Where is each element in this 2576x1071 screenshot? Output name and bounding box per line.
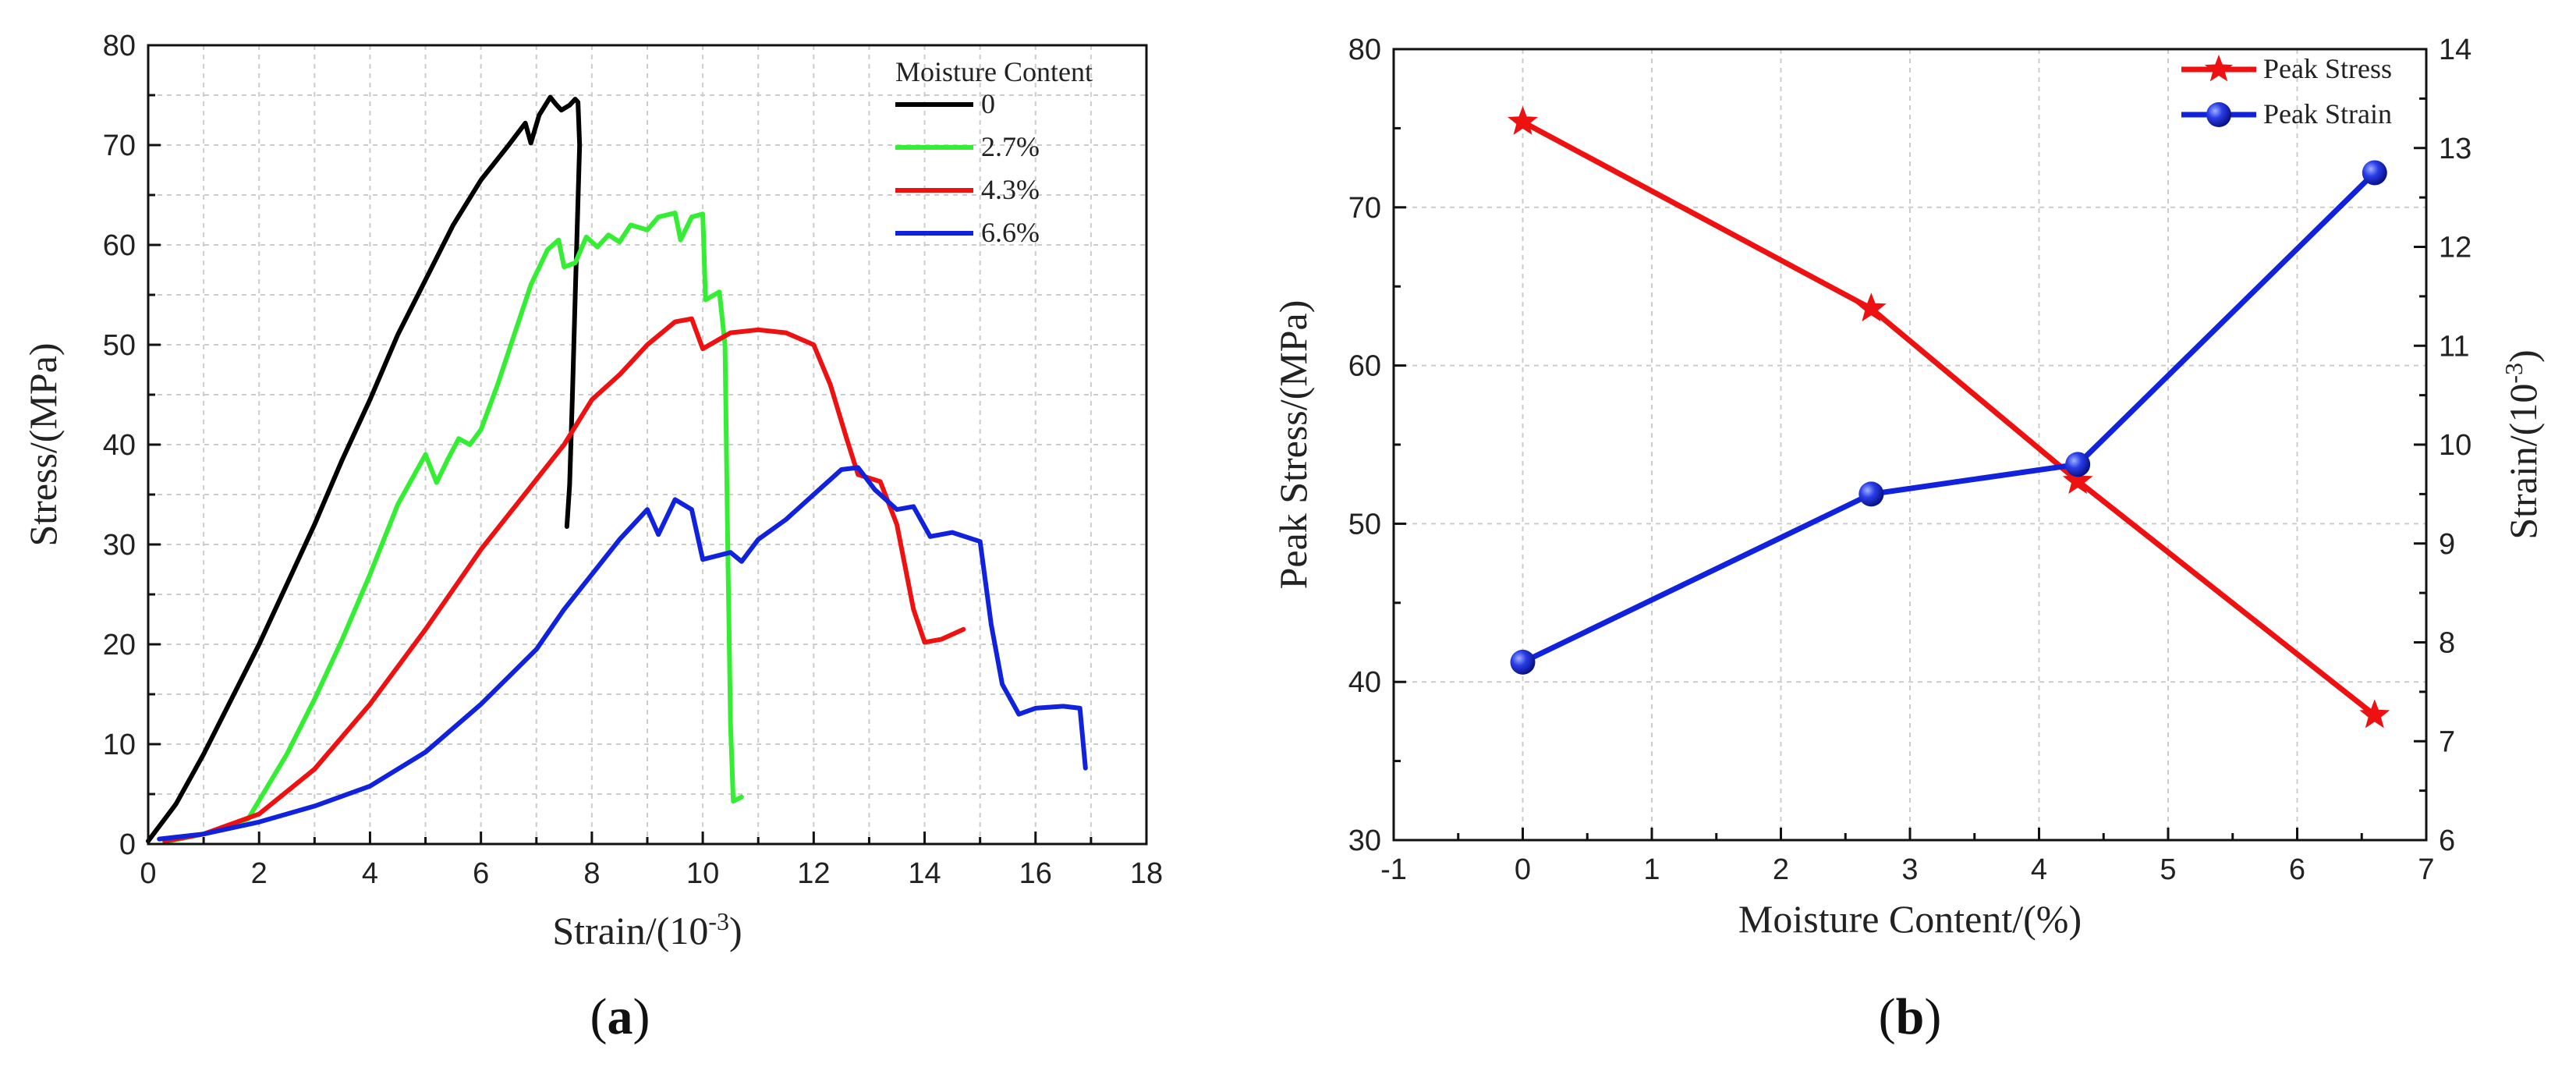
panel-b-peak-stress-point [1508,105,1538,135]
panel-a-y-tick-label: 70 [103,129,136,162]
panel-b-legend: Peak Stress Peak Strain [2181,53,2392,129]
panel-a-grid [148,45,1146,844]
panel-a-x-axis-title: Strain/(10-3) [552,907,742,952]
panel-b-x-tick-label: 0 [1515,853,1531,886]
panel-b-x-tick-label: 6 [2289,853,2305,886]
panel-a-y-tick-label: 40 [103,429,136,462]
panel-a-legend: Moisture Content 0 2.7% 4.3% 6.6% [895,56,1093,248]
panel-b-y2-tick-label: 13 [2439,133,2471,165]
panel-b-y2-tick-label: 9 [2439,528,2455,561]
panel-a-x-tick-label: 6 [473,857,489,890]
panel-b-peak-strain-point [2362,160,2387,186]
panel-a-y-tick-label: 60 [103,229,136,262]
panel-b-peak-stress-point [2062,465,2093,495]
panel-b-y2-tick-label: 11 [2439,330,2469,363]
panel-b-y-axis-title: Peak Stress/(MPa) [1271,300,1315,590]
panel-a-x-tick-label: 2 [251,857,268,890]
panel-b-legend-label: Peak Stress [2263,53,2392,84]
panel-b-x-tick-label: 5 [2160,853,2176,886]
panel-a-y-tick-label: 80 [103,30,136,62]
panel-b-series-line-peak-stress [1521,119,2376,718]
panel-b-y2-tick-label: 10 [2439,429,2471,462]
panel-b-x-axis-title: Moisture Content/(%) [1738,897,2082,941]
panel-b-x-tick-label: 4 [2031,853,2047,886]
panel-b-legend-sphere-marker [2206,102,2231,127]
panel-a-ticks: 0 2 4 6 8 10 12 14 16 18 0 10 20 30 40 50 60 70 80 [103,30,1163,890]
panel-a-series [146,94,1088,845]
panel-a-y-tick-label: 20 [103,629,136,661]
panel-a-series-line-0 [146,94,583,844]
panel-b-x-tick-label: 2 [1773,853,1789,886]
panel-b-y-tick-label: 50 [1348,508,1381,541]
panel-a-x-tick-label: 16 [1019,857,1052,890]
panel-b-legend-label: Peak Strain [2263,98,2392,129]
panel-a-series-line-4.3% [162,316,966,844]
panel-b-label: (b) [1879,988,1942,1045]
panel-b-x-tick-label: 1 [1643,853,1660,886]
panel-b-grid [1394,49,2426,840]
panel-a-legend-title: Moisture Content [895,56,1093,87]
panel-a-chart: 0 2 4 6 8 10 12 14 16 18 0 10 20 30 40 50 60 70 80 Strain/… [21,30,1163,1045]
panel-b-y2-tick-label: 8 [2439,627,2455,660]
panel-b-y-tick-label: 40 [1348,666,1381,699]
panel-b-y2-tick-label: 7 [2439,725,2455,758]
panel-b-y-tick-label: 30 [1348,825,1381,857]
panel-a-series-line-6.6% [157,465,1088,842]
panel-b-peak-strain-point [2065,452,2091,477]
panel-a-x-tick-label: 8 [583,857,600,890]
panel-a-y-tick-label: 50 [103,329,136,362]
panel-b-y2-axis-title: Strain/(10-3) [2500,349,2545,539]
panel-a-y-tick-label: 10 [103,729,136,761]
panel-a-label: (a) [590,988,650,1045]
panel-b-peak-stress-point [1855,293,1887,322]
panel-a-y-axis-title: Stress/(MPa) [21,342,65,546]
panel-b-y-tick-label: 80 [1348,34,1381,66]
panel-b-y-tick-label: 60 [1348,350,1381,383]
panel-b-y-tick-label: 70 [1348,192,1381,225]
panel-b-x-tick-label: -1 [1380,853,1407,886]
panel-a-legend-label: 4.3% [981,174,1040,205]
panel-b-y2-tick-label: 12 [2439,232,2471,264]
panel-b-peak-strain-point [1510,649,1536,675]
panel-b-peak-strain-point [1858,481,1884,507]
panel-a-y-tick-label: 0 [119,828,136,861]
panel-a-x-tick-label: 14 [908,857,941,890]
panel-b-y2-tick-label: 14 [2439,34,2471,66]
panel-b-peak-stress-point [2359,699,2390,729]
panel-a-y-tick-label: 30 [103,529,136,562]
panel-b-series-line-peak-strain [1521,170,2377,665]
panel-a-x-tick-label: 18 [1130,857,1163,890]
panel-b-x-tick-label: 7 [2418,853,2434,886]
panel-a-x-tick-label: 4 [362,857,378,890]
panel-a-x-tick-label: 10 [686,857,719,890]
panel-b-series [1508,105,2390,729]
panel-a-series-line-2.7% [162,211,744,845]
panel-a-legend-label: 0 [981,88,995,119]
panel-a-x-tick-label: 0 [140,857,156,890]
panel-a-x-tick-label: 12 [797,857,830,890]
panel-b-y2-tick-label: 6 [2439,825,2455,857]
panel-a-legend-label: 6.6% [981,217,1040,248]
panel-a-legend-label: 2.7% [981,131,1040,162]
panel-b-x-tick-label: 3 [1901,853,1918,886]
panel-b-legend-star-marker [2204,55,2234,82]
